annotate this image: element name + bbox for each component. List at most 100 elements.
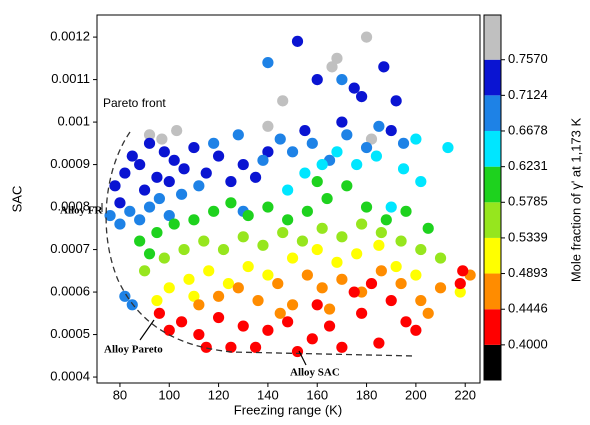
point (373, 120, 385, 132)
point (163, 324, 175, 336)
point (282, 184, 294, 196)
point (434, 252, 447, 264)
point (422, 222, 434, 234)
point (454, 277, 466, 290)
point (262, 324, 274, 336)
point (212, 311, 225, 324)
point (323, 320, 336, 332)
point (134, 235, 146, 247)
point (153, 307, 165, 319)
colorbar-frame (483, 14, 502, 381)
colorbar-segment (484, 273, 501, 310)
point (282, 214, 294, 226)
colorbar-segment (484, 59, 501, 96)
point (156, 133, 168, 145)
point (397, 137, 410, 149)
point (208, 137, 220, 149)
y-tick-label: 0.0006 (50, 283, 90, 298)
y-tick-label: 0.0005 (50, 326, 90, 341)
colorbar-tick-label: 0.6231 (508, 158, 548, 173)
x-tick-label: 220 (454, 387, 476, 402)
point (200, 341, 212, 353)
point (415, 243, 427, 256)
colorbar-segment (484, 202, 501, 238)
point (272, 277, 284, 290)
point (193, 180, 205, 192)
colorbar-tick-label: 0.6678 (508, 122, 548, 137)
point (336, 116, 348, 128)
point (356, 307, 368, 319)
colorbar-tick-label: 0.4446 (508, 301, 548, 316)
point (351, 158, 363, 171)
x-tick-label: 80 (113, 387, 127, 402)
point (291, 35, 304, 47)
point (225, 175, 237, 188)
point (178, 243, 190, 256)
colorbar-label: Mole fraction of γ' at 1,173 K (568, 118, 583, 283)
y-tick-label: 0.0011 (51, 71, 90, 86)
point (360, 31, 373, 43)
point (410, 133, 422, 145)
point (151, 226, 163, 239)
point (262, 56, 274, 69)
point (249, 171, 262, 183)
point (286, 299, 299, 311)
annotation: Alloy SAC (290, 367, 340, 379)
annotation-arrow (298, 350, 307, 366)
point (311, 243, 323, 256)
point (360, 201, 373, 213)
point (316, 158, 328, 171)
colorbar-tick-label: 0.7124 (508, 87, 548, 102)
point (143, 129, 156, 141)
point (375, 226, 387, 239)
y-axis-label: SAC (9, 186, 24, 213)
point (286, 146, 299, 158)
point (336, 73, 348, 86)
colorbar-segment (484, 95, 501, 131)
point (311, 299, 323, 311)
x-tick-label: 180 (356, 387, 378, 402)
y-tick-label: 0.001 (57, 114, 90, 129)
point (299, 167, 311, 179)
point (183, 273, 195, 285)
point (138, 265, 151, 277)
point (232, 129, 244, 141)
y-tick-label: 0.0004 (50, 368, 90, 383)
point (158, 252, 170, 264)
point (375, 265, 387, 277)
point (134, 214, 146, 226)
point (114, 197, 126, 209)
point (232, 282, 244, 294)
point (119, 290, 131, 302)
point (301, 269, 313, 281)
point (242, 260, 254, 273)
point (188, 214, 200, 226)
point (348, 82, 360, 94)
point (397, 163, 410, 175)
colorbar-segment (484, 130, 501, 167)
point (257, 154, 269, 166)
point (351, 248, 363, 260)
point (237, 320, 249, 332)
point (212, 150, 225, 162)
colorbar-tick-label: 0.4893 (508, 265, 548, 280)
point (257, 239, 269, 251)
point (168, 154, 180, 166)
colorbar-segment (484, 166, 501, 203)
point (395, 235, 407, 247)
point (306, 137, 318, 149)
point (262, 146, 274, 158)
point (175, 188, 188, 200)
colorbar-tick-label: 0.7570 (508, 51, 548, 66)
point (217, 243, 230, 256)
plot-frame (96, 14, 481, 384)
y-tick-label: 0.0008 (50, 199, 90, 214)
point (331, 146, 343, 158)
point (341, 180, 353, 192)
point (316, 282, 328, 294)
point (277, 95, 289, 107)
colorbar-tick-label: 0.5785 (508, 194, 548, 209)
x-axis-label: Freezing range (K) (234, 402, 342, 417)
point (341, 129, 353, 141)
point (457, 265, 469, 277)
